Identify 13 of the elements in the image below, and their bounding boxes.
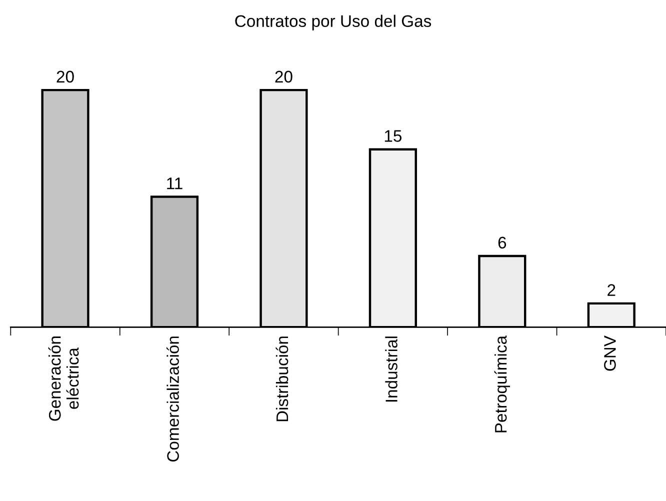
- x-tick-label: Distribución: [276, 336, 288, 422]
- data-label: 15: [384, 130, 402, 142]
- data-label: 20: [275, 70, 292, 83]
- x-tick-label: Comercialización: [166, 336, 179, 462]
- data-label: 2: [608, 284, 616, 296]
- data-label: 6: [498, 236, 506, 249]
- x-tick-label: Industrial: [385, 336, 398, 402]
- data-label: 20: [56, 70, 74, 83]
- x-tick-label: GNV: [604, 336, 616, 371]
- data-label: 11: [167, 178, 182, 190]
- chart-title: Contratos por Uso del Gas: [235, 14, 432, 30]
- x-tick-label: Generación eléctrica: [48, 336, 79, 421]
- x-tick-label: Petroquímica: [494, 335, 510, 432]
